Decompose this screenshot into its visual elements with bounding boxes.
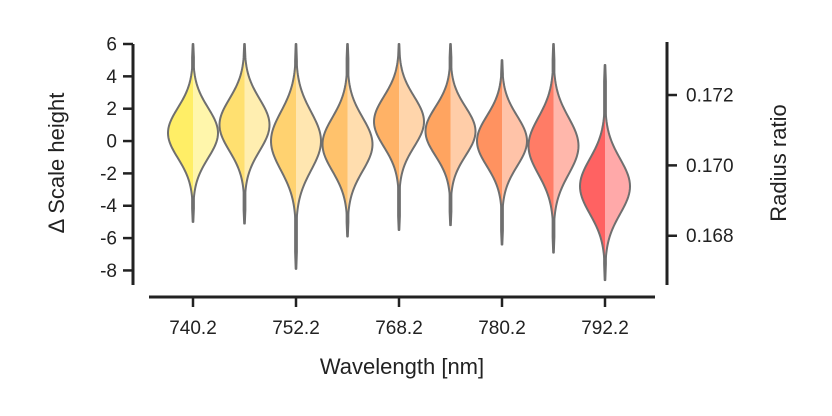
violin-8-right-half — [553, 44, 579, 253]
x-axis-label: Wavelength [nm] — [320, 354, 484, 379]
x-tick-label: 780.2 — [478, 318, 526, 339]
x-ticks: 740.2 752.2 768.2 780.2 792.2 — [169, 297, 629, 339]
violin-7-left-half — [477, 60, 502, 245]
x-tick-label: 752.2 — [272, 318, 320, 339]
x-tick-label: 740.2 — [169, 318, 217, 339]
y-axis-label: Δ Scale height — [44, 93, 69, 234]
violin-4-right-half — [347, 44, 373, 237]
violin-6-right-half — [450, 44, 476, 226]
left-y-ticks: 6 4 2 0 -2 -4 -6 -8 — [100, 35, 133, 282]
violin-8-left-half — [528, 44, 554, 253]
left-y-tick-label: 0 — [106, 132, 117, 153]
violin-9-outline — [579, 64, 631, 282]
violin-8-outline — [527, 43, 580, 254]
violin-6-outline — [424, 43, 477, 227]
violin-1-left-half — [168, 44, 193, 222]
left-y-tick-label: -6 — [100, 229, 117, 250]
violin-1-right-half — [193, 44, 218, 222]
violin-9-right-half — [605, 65, 630, 281]
violin-5-right-half — [399, 44, 424, 231]
violin-4-left-half — [322, 44, 348, 237]
left-y-tick-label: 6 — [106, 35, 117, 56]
violin-5-outline — [373, 43, 425, 232]
violin-2-left-half — [219, 44, 245, 224]
left-y-tick-label: 2 — [106, 99, 117, 120]
y2-axis-label: Radius ratio — [766, 104, 791, 221]
right-y-ticks: 0.172 0.170 0.168 — [667, 86, 734, 247]
violin-5-left-half — [374, 44, 399, 231]
violin-group — [167, 43, 631, 282]
left-y-tick-label: -8 — [100, 261, 117, 282]
violin-9-left-half — [580, 65, 605, 281]
violin-6-left-half — [425, 44, 451, 226]
violin-7-right-half — [502, 60, 527, 245]
violin-3-left-half — [271, 44, 296, 269]
violin-4-outline — [321, 43, 374, 238]
violin-7-outline — [476, 59, 528, 246]
right-y-tick-label: 0.170 — [686, 156, 734, 177]
left-y-tick-label: -4 — [100, 196, 117, 217]
violin-2-outline — [218, 43, 271, 225]
x-tick-label: 792.2 — [581, 318, 629, 339]
violin-3-right-half — [296, 44, 321, 269]
x-tick-label: 768.2 — [375, 318, 423, 339]
violin-2-right-half — [244, 44, 270, 224]
right-y-tick-label: 0.172 — [686, 86, 734, 107]
left-y-tick-label: 4 — [106, 67, 117, 88]
left-y-tick-label: -2 — [100, 164, 117, 185]
right-y-tick-label: 0.168 — [686, 226, 734, 247]
violin-1-outline — [167, 43, 219, 223]
violin-3-outline — [270, 43, 322, 270]
